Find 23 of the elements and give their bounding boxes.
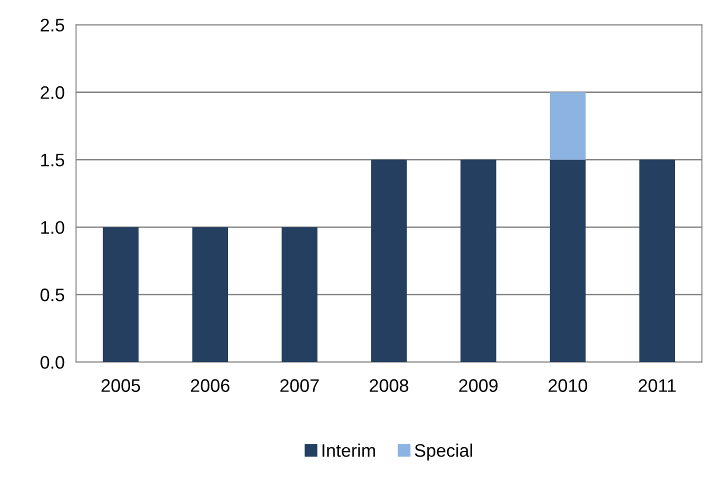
bar: [639, 160, 676, 362]
x-tick-label: 2011: [638, 379, 676, 392]
y-tick-label: 2.5: [40, 18, 64, 32]
y-tick-label: 0.0: [40, 356, 64, 369]
x-tick-label: 2007: [280, 379, 319, 392]
bar: [102, 227, 139, 362]
x-tick-label: 2006: [190, 379, 230, 392]
bar: [371, 160, 407, 362]
x-tick-label: 2005: [102, 379, 140, 392]
y-tick-label: 1.5: [41, 154, 64, 166]
legend-label: Interim: [322, 444, 375, 457]
y-tick-label: 1.0: [41, 221, 64, 234]
bar: [550, 92, 586, 160]
x-tick-label: 2008: [370, 379, 408, 392]
x-tick-label: 2009: [459, 379, 498, 392]
bar: [192, 227, 228, 362]
x-tick-label: 2010: [548, 379, 588, 392]
legend-label: Special: [414, 444, 472, 460]
y-tick-label: 2.0: [40, 86, 64, 99]
bar: [460, 160, 496, 362]
y-tick-label: 0.5: [40, 288, 64, 302]
bar: [550, 160, 586, 362]
bar: [282, 227, 318, 362]
